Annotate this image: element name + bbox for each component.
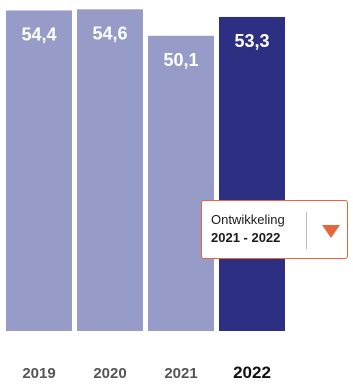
category-label-2019: 2019 — [22, 365, 55, 382]
value-label-2020: 54,6 — [92, 23, 127, 43]
bar-2021 — [148, 35, 214, 331]
bar-2019 — [6, 10, 72, 332]
callout-divider — [306, 212, 307, 249]
category-label-2020: 2020 — [93, 365, 126, 382]
callout-range: 2021 - 2022 — [211, 230, 281, 245]
development-callout: Ontwikkeling 2021 - 2022 — [201, 200, 348, 259]
category-label-2022: 2022 — [233, 363, 271, 382]
value-label-2019: 54,4 — [21, 24, 56, 44]
arrow-down-icon — [322, 225, 340, 238]
bar-2022 — [219, 16, 285, 332]
category-label-2021: 2021 — [164, 365, 197, 382]
bar-2020 — [77, 9, 143, 331]
value-label-2022: 53,3 — [234, 31, 269, 51]
callout-label: Ontwikkeling — [211, 212, 285, 227]
value-label-2021: 50,1 — [163, 50, 198, 70]
